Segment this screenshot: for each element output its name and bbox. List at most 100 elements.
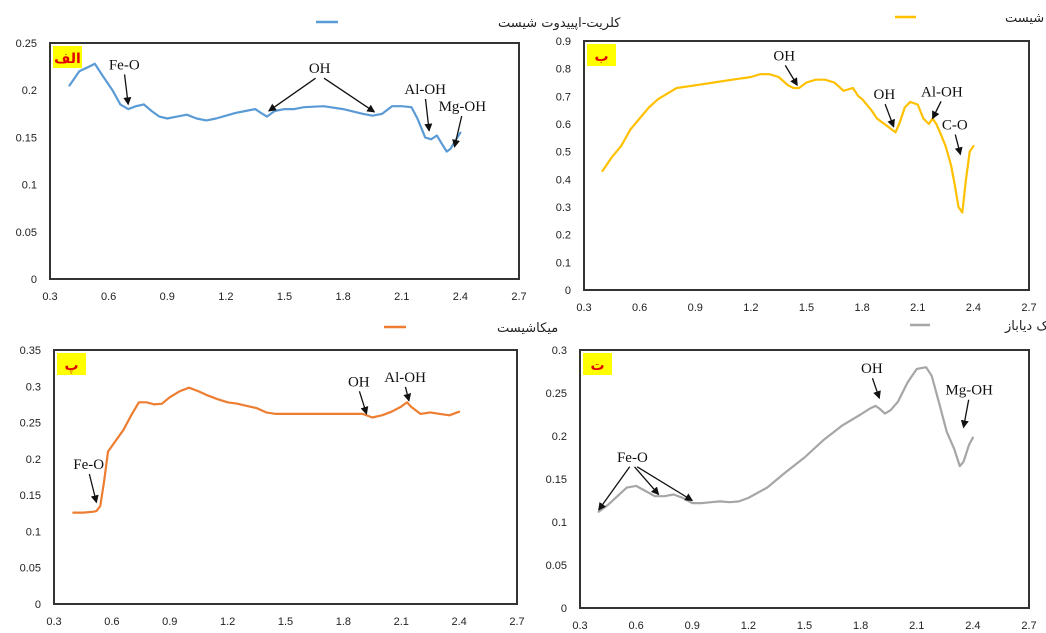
y-tick-label: 0.7 bbox=[556, 91, 571, 103]
series-line bbox=[601, 73, 975, 214]
legend-label: کلریت-اپییدوت شیست bbox=[498, 16, 621, 31]
plot-frame bbox=[583, 40, 1030, 291]
x-tick-label: 0.9 bbox=[688, 302, 703, 314]
y-tick-label: 0.2 bbox=[22, 85, 37, 97]
annotation-label: Al-OH bbox=[404, 82, 446, 98]
panel-label-badge bbox=[583, 353, 612, 375]
y-tick-label: 0.25 bbox=[546, 388, 567, 400]
y-tick-label: 0.1 bbox=[556, 257, 571, 269]
panel-label-badge bbox=[53, 46, 82, 68]
x-tick-label: 1.8 bbox=[853, 620, 868, 632]
annotation-label: Fe-O bbox=[617, 450, 648, 466]
annotation-arrow bbox=[932, 101, 942, 120]
series-line bbox=[72, 386, 461, 514]
x-tick-label: 2.4 bbox=[966, 302, 981, 314]
plot-frame bbox=[579, 349, 1030, 609]
annotation-label: Al-OH bbox=[921, 84, 963, 100]
series-line bbox=[597, 366, 975, 513]
y-tick-label: 0.1 bbox=[552, 517, 567, 529]
y-tick-label: 0.15 bbox=[16, 132, 37, 144]
x-tick-label: 0.9 bbox=[160, 291, 175, 303]
x-tick-label: 1.5 bbox=[277, 291, 292, 303]
x-tick-label: 2.7 bbox=[511, 291, 526, 303]
x-tick-label: 0.9 bbox=[162, 616, 177, 628]
panel-label-badge bbox=[57, 353, 86, 375]
x-tick-label: 2.1 bbox=[394, 291, 409, 303]
x-tick-label: 0.3 bbox=[576, 302, 591, 314]
annotation-arrow bbox=[784, 65, 798, 87]
panel-label: ت bbox=[590, 358, 604, 374]
x-tick-label: 0.6 bbox=[632, 302, 647, 314]
annotation-label: C-O bbox=[942, 118, 968, 134]
y-tick-label: 0 bbox=[565, 285, 571, 297]
x-tick-label: 0.3 bbox=[46, 616, 61, 628]
y-tick-label: 0 bbox=[31, 274, 37, 286]
x-tick-label: 0.3 bbox=[572, 620, 587, 632]
y-tick-label: 0.3 bbox=[556, 202, 571, 214]
annotation-arrow bbox=[954, 134, 963, 156]
panel-label-badge bbox=[587, 44, 616, 66]
annotation-arrow bbox=[636, 466, 694, 502]
y-tick-label: 0.25 bbox=[20, 418, 41, 430]
annotation-arrow bbox=[598, 466, 631, 511]
x-tick-label: 1.5 bbox=[278, 616, 293, 628]
x-tick-label: 0.6 bbox=[628, 620, 643, 632]
y-tick-label: 0.05 bbox=[20, 563, 41, 575]
y-tick-label: 0.1 bbox=[26, 526, 41, 538]
x-tick-label: 1.2 bbox=[220, 616, 235, 628]
legend-label: میکاشیست bbox=[497, 321, 558, 336]
y-tick-label: 0.25 bbox=[16, 38, 37, 50]
annotation-label: Fe-O bbox=[109, 57, 140, 73]
x-tick-label: 2.4 bbox=[965, 620, 980, 632]
x-tick-label: 2.1 bbox=[909, 620, 924, 632]
panel-2: 0 0.1 0.2 0.3 0.4 0.5 0.6 0.7 0.8 0.9 0.3 0.6 0.9 1.2… bbox=[556, 11, 1046, 314]
annotation-label: OH bbox=[874, 87, 896, 103]
y-tick-label: 0.2 bbox=[552, 431, 567, 443]
y-tick-label: 0 bbox=[35, 599, 41, 611]
plot-frame bbox=[49, 42, 520, 280]
panel-label: پ bbox=[64, 358, 78, 374]
annotation-arrow bbox=[884, 103, 895, 128]
y-tick-label: 0.05 bbox=[16, 227, 37, 239]
annotation-arrow bbox=[403, 386, 412, 402]
y-tick-label: 0 bbox=[561, 603, 567, 615]
annotation-label: Mg-OH bbox=[439, 99, 487, 115]
legend-label: کالک شیست bbox=[1005, 11, 1046, 26]
annotation-label: Al-OH bbox=[384, 370, 426, 386]
series-line bbox=[68, 62, 462, 153]
x-tick-label: 2.1 bbox=[910, 302, 925, 314]
annotation-arrow bbox=[960, 399, 970, 429]
annotation-arrow bbox=[268, 77, 316, 112]
y-tick-label: 0.5 bbox=[556, 147, 571, 159]
y-tick-label: 0.8 bbox=[556, 64, 571, 76]
x-tick-label: 2.4 bbox=[453, 291, 468, 303]
y-tick-label: 0.3 bbox=[26, 381, 41, 393]
annotation-arrow bbox=[323, 77, 376, 113]
y-tick-label: 0.4 bbox=[556, 174, 571, 186]
x-tick-label: 1.8 bbox=[335, 291, 350, 303]
annotation-label: OH bbox=[309, 61, 331, 77]
y-tick-label: 0.2 bbox=[556, 230, 571, 242]
x-tick-label: 1.2 bbox=[218, 291, 233, 303]
x-tick-label: 2.7 bbox=[1021, 302, 1036, 314]
y-tick-label: 0.05 bbox=[546, 560, 567, 572]
legend-label: دایک دیاباز bbox=[1004, 319, 1046, 334]
x-tick-label: 1.8 bbox=[854, 302, 869, 314]
y-tick-label: 0.9 bbox=[556, 36, 571, 48]
x-tick-label: 0.6 bbox=[101, 291, 116, 303]
x-tick-label: 2.4 bbox=[451, 616, 466, 628]
annotation-label: Mg-OH bbox=[945, 383, 993, 399]
annotation-arrow bbox=[123, 74, 132, 106]
y-tick-label: 0.15 bbox=[20, 490, 41, 502]
panel-1: 0 0.05 0.1 0.15 0.2 0.25 0.3 0.6 0.9 1.2 1.5 1.8 2.1… bbox=[16, 16, 622, 303]
annotation-arrow bbox=[424, 98, 433, 132]
annotation-label: OH bbox=[348, 374, 370, 390]
annotation-label: Fe-O bbox=[73, 457, 104, 473]
x-tick-label: 1.5 bbox=[799, 302, 814, 314]
x-tick-label: 1.5 bbox=[797, 620, 812, 632]
annotation-arrow bbox=[452, 115, 463, 148]
panel-label: الف bbox=[54, 51, 81, 67]
y-tick-label: 0.35 bbox=[20, 345, 41, 357]
x-tick-label: 0.9 bbox=[685, 620, 700, 632]
x-tick-label: 2.1 bbox=[394, 616, 409, 628]
